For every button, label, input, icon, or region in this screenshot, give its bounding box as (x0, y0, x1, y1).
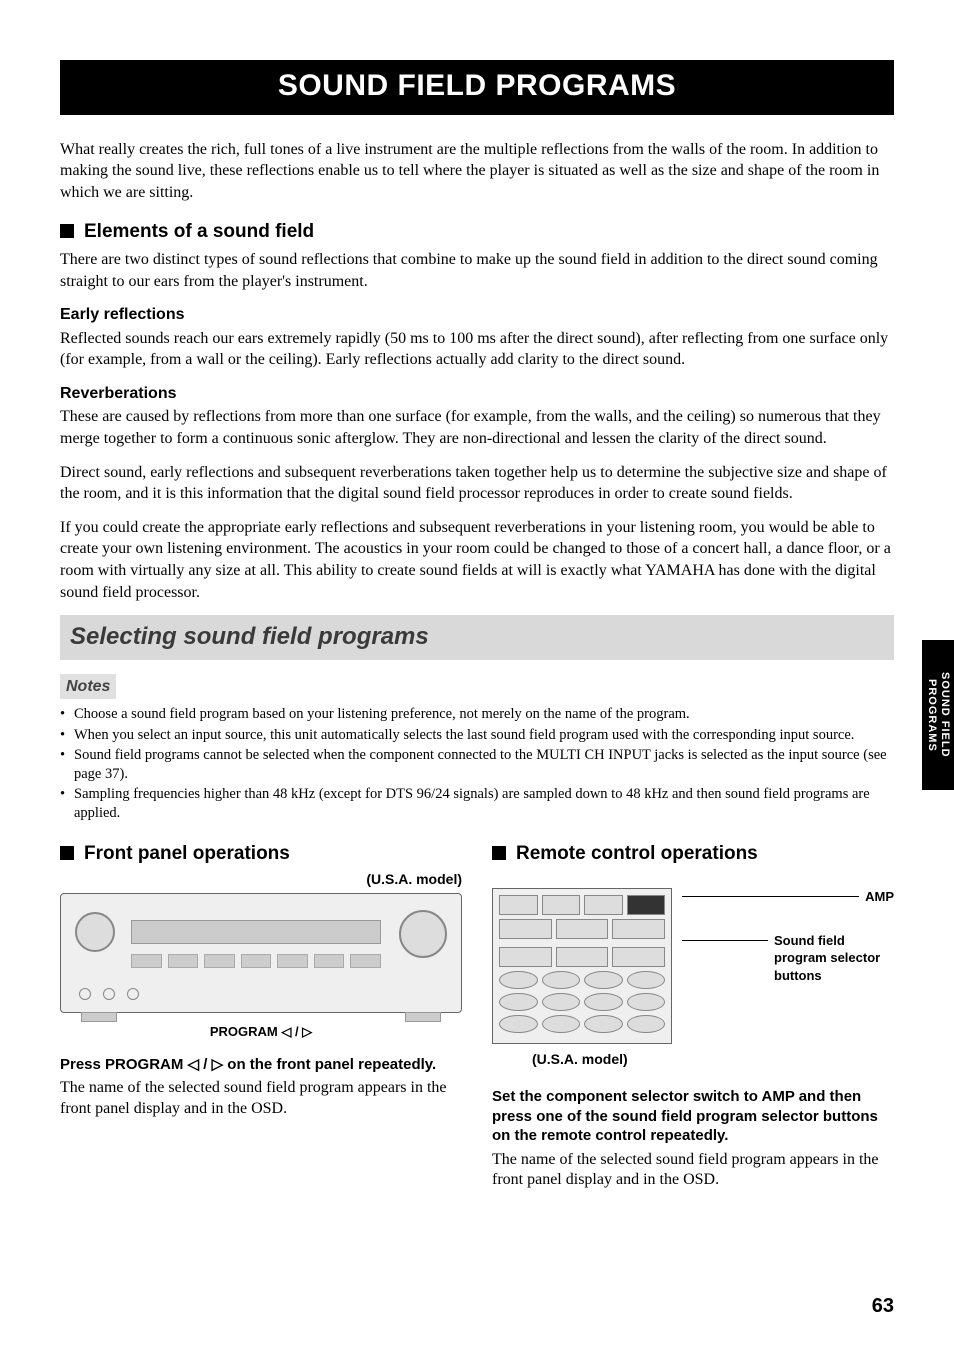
front-panel-diagram (60, 893, 462, 1013)
note-item: Choose a sound field program based on yo… (60, 705, 894, 724)
notes-list: Choose a sound field program based on yo… (60, 705, 894, 822)
early-heading: Early reflections (60, 304, 894, 326)
selector-button-icon (627, 971, 666, 989)
selector-button-icon (542, 971, 581, 989)
page-title-bar: SOUND FIELD PROGRAMS (60, 60, 894, 115)
elements-heading: Elements of a sound field (60, 219, 894, 245)
selector-button-icon (584, 971, 623, 989)
intro-paragraph: What really creates the rich, full tones… (60, 139, 894, 204)
foot-icon (405, 1012, 441, 1022)
selector-button-icon (499, 971, 538, 989)
remote-instruction-bold: Set the component selector switch to AMP… (492, 1087, 894, 1146)
note-item: Sampling frequencies higher than 48 kHz … (60, 785, 894, 822)
callout-line-icon (682, 940, 768, 941)
elements-heading-text: Elements of a sound field (84, 221, 314, 242)
remote-heading-text: Remote control operations (516, 843, 758, 864)
selector-button-icon (627, 1015, 666, 1033)
selector-callout: Sound field program selector buttons (774, 932, 894, 985)
front-model-label: (U.S.A. model) (60, 870, 462, 889)
remote-diagram (492, 888, 672, 1044)
remote-column: Remote control operations AMP Sound f (492, 841, 894, 1192)
selector-button-icon (627, 993, 666, 1011)
selector-button-icon (542, 1015, 581, 1033)
square-bullet-icon (492, 846, 506, 860)
notes-label: Notes (60, 674, 116, 700)
elements-intro: There are two distinct types of sound re… (60, 249, 894, 292)
small-knob-icon (79, 988, 91, 1000)
front-heading-text: Front panel operations (84, 843, 290, 864)
reverb-heading: Reverberations (60, 383, 894, 405)
amp-switch-icon (627, 895, 666, 915)
side-tab: SOUND FIELD PROGRAMS (922, 640, 954, 790)
volume-knob-icon (399, 910, 447, 958)
note-item: Sound field programs cannot be selected … (60, 746, 894, 783)
remote-instruction-body: The name of the selected sound field pro… (492, 1150, 894, 1192)
front-panel-column: Front panel operations (U.S.A. model) PR… (60, 841, 462, 1192)
button-row-icon (131, 954, 381, 968)
small-knob-icon (127, 988, 139, 1000)
callout-line-icon (682, 896, 859, 897)
display-icon (131, 920, 381, 944)
front-instruction-body: The name of the selected sound field pro… (60, 1078, 462, 1120)
note-item: When you select an input source, this un… (60, 726, 894, 745)
foot-icon (81, 1012, 117, 1022)
small-knob-icon (103, 988, 115, 1000)
amp-callout: AMP (865, 888, 894, 906)
remote-model-label: (U.S.A. model) (492, 1050, 894, 1069)
square-bullet-icon (60, 224, 74, 238)
remote-heading: Remote control operations (492, 841, 894, 867)
front-instruction-bold: Press PROGRAM ◁ / ▷ on the front panel r… (60, 1055, 462, 1075)
selector-button-icon (499, 1015, 538, 1033)
selector-button-icon (584, 993, 623, 1011)
input-knob-icon (75, 912, 115, 952)
early-body: Reflected sounds reach our ears extremel… (60, 328, 894, 371)
program-buttons-label: PROGRAM ◁ / ▷ (60, 1023, 462, 1041)
selector-button-icon (499, 993, 538, 1011)
selector-button-icon (542, 993, 581, 1011)
elements-p4: If you could create the appropriate earl… (60, 517, 894, 603)
selector-button-icon (584, 1015, 623, 1033)
elements-p3: Direct sound, early reflections and subs… (60, 462, 894, 505)
page-number: 63 (872, 1293, 894, 1320)
reverb-body: These are caused by reflections from mor… (60, 406, 894, 449)
front-heading: Front panel operations (60, 841, 462, 867)
square-bullet-icon (60, 846, 74, 860)
selecting-heading: Selecting sound field programs (60, 615, 894, 659)
